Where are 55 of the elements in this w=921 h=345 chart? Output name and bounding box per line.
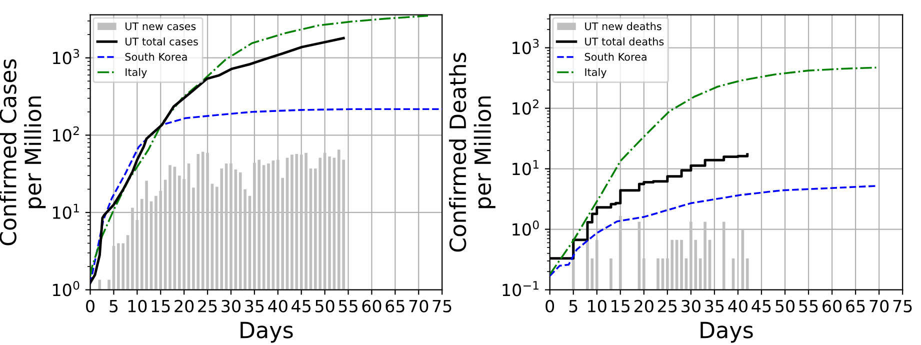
- x-tick-label: 65: [386, 300, 404, 312]
- x-tick-label: 15: [152, 300, 170, 312]
- x-tick-label: 35: [245, 300, 264, 312]
- x-tick-label: 0: [86, 300, 94, 312]
- legend-label: Italy: [585, 68, 606, 78]
- x-tick-label: 45: [752, 300, 771, 312]
- y-tick-label: 10$^{0}$: [53, 280, 80, 296]
- x-tick-label: 30: [222, 300, 240, 312]
- legend-label: Italy: [126, 68, 147, 78]
- line-series: [90, 14, 429, 278]
- x-axis-title: Days: [700, 322, 753, 343]
- x-tick-label: 70: [870, 300, 889, 312]
- y-tick-label: 10$^{2}$: [512, 99, 538, 115]
- legend-label: UT total cases: [126, 37, 198, 46]
- x-tick-label: 70: [409, 300, 428, 312]
- x-tick-label: 0: [546, 300, 554, 312]
- y-axis-title: Confirmed Deaths per Million: [449, 52, 496, 252]
- y-tick-label: 10$^{3}$: [512, 38, 539, 54]
- x-tick-label: 55: [338, 300, 358, 312]
- y-tick-label: 10$^{1}$: [512, 160, 538, 176]
- x-tick-label: 30: [682, 300, 700, 312]
- x-tick-label: 35: [705, 300, 724, 312]
- x-tick-label: 10: [588, 300, 606, 312]
- y-tick-label: 10$^{0}$: [512, 220, 539, 236]
- x-tick-label: 60: [822, 300, 842, 312]
- legend-label: UT new cases: [126, 22, 196, 30]
- x-tick-label: 60: [362, 300, 382, 312]
- x-tick-label: 15: [612, 300, 630, 312]
- x-tick-label: 20: [634, 300, 654, 312]
- y-tick-label: 10$^{1}$: [53, 204, 79, 219]
- x-tick-label: 75: [893, 300, 912, 312]
- y-tick-label: 10$^{2}$: [53, 126, 79, 142]
- x-tick-label: 50: [776, 300, 794, 312]
- line-series: [550, 66, 878, 276]
- y-tick-label: 10$^{−1}$: [502, 281, 538, 296]
- legend-label: South Korea: [584, 52, 646, 61]
- legend-label: UT total deaths: [585, 37, 664, 46]
- x-tick-label: 5: [110, 300, 118, 312]
- x-tick-label: 25: [198, 300, 217, 312]
- legend-label: UT new deaths: [585, 22, 662, 30]
- y-tick-label: 10$^{3}$: [53, 49, 80, 64]
- x-tick-label: 65: [846, 300, 865, 312]
- x-tick-label: 55: [799, 300, 818, 312]
- x-tick-label: 5: [569, 300, 578, 312]
- x-tick-label: 40: [728, 300, 748, 312]
- legend-label: South Korea: [125, 52, 187, 61]
- x-tick-label: 20: [174, 300, 194, 312]
- x-tick-label: 10: [128, 300, 147, 312]
- line-series: [550, 185, 878, 277]
- x-tick-label: 75: [432, 300, 452, 312]
- x-tick-label: 50: [315, 300, 334, 312]
- x-tick-label: 25: [658, 300, 677, 312]
- x-tick-label: 45: [292, 300, 310, 312]
- x-axis-title: Days: [240, 322, 293, 343]
- x-tick-label: 40: [268, 300, 288, 312]
